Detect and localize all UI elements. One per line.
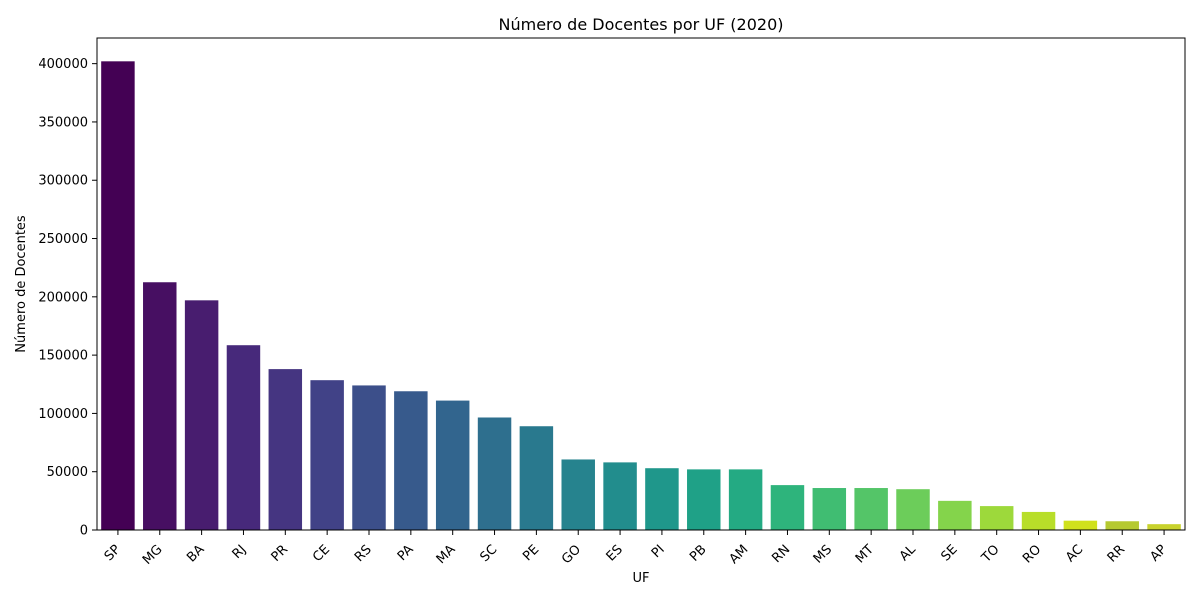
bar-rs — [352, 385, 386, 530]
x-axis: SP MG BA RJ PR CE RS PA MA SC PE GO ES PI PB AM RN MS MT AL… — [102, 530, 1170, 568]
x-tick-label: RN — [769, 542, 793, 566]
x-tick-label: AP — [1147, 542, 1170, 565]
x-tick-label: MA — [434, 542, 459, 567]
x-tick-label: AL — [897, 542, 920, 565]
y-tick-label: 300000 — [38, 174, 88, 189]
x-tick-label: CE — [310, 542, 333, 565]
bar-pr — [268, 369, 303, 530]
bar-rr — [1105, 521, 1139, 530]
y-tick-label: 0 — [80, 524, 88, 539]
bar-pi — [645, 468, 679, 530]
bar-ap — [1147, 524, 1181, 530]
y-axis: 0 50000 100000 150000 200000 250000 300000 3500… — [38, 57, 97, 539]
x-tick-label: RS — [352, 542, 375, 565]
bar-ba — [184, 300, 219, 530]
bar-pe — [519, 426, 554, 530]
x-tick-label: PB — [687, 542, 709, 564]
bar-ro — [1021, 511, 1056, 530]
x-tick-label: MG — [140, 542, 166, 568]
bar-pa — [394, 391, 428, 530]
x-tick-label: RJ — [230, 542, 250, 562]
y-tick-label: 150000 — [38, 349, 88, 364]
x-tick-label: SP — [102, 542, 124, 564]
bar-am — [728, 469, 763, 530]
bar-se — [938, 500, 972, 530]
chart-title: Número de Docentes por UF (2020) — [499, 15, 784, 34]
y-tick-label: 50000 — [47, 465, 88, 480]
bar-rn — [770, 485, 805, 530]
bar-ac — [1063, 520, 1098, 530]
x-tick-label: RO — [1020, 542, 1044, 566]
bar-mt — [854, 488, 888, 530]
x-tick-label: GO — [559, 542, 584, 567]
x-tick-label: PA — [395, 542, 417, 564]
bars-group — [101, 61, 1181, 530]
bar-rj — [226, 345, 261, 530]
x-tick-label: PI — [649, 542, 668, 561]
y-axis-label: Número de Docentes — [14, 215, 29, 353]
bar-ce — [310, 380, 344, 530]
x-axis-label: UF — [633, 571, 650, 586]
bar-es — [603, 462, 637, 530]
bar-al — [896, 489, 930, 530]
plot-frame — [96, 37, 1186, 531]
bar-pb — [687, 469, 721, 530]
bar-ms — [812, 488, 847, 530]
y-tick-label: 250000 — [38, 232, 88, 247]
x-tick-label: TO — [978, 542, 1002, 566]
bar-sp — [101, 61, 135, 530]
bar-mg — [143, 282, 177, 530]
y-tick-label: 400000 — [38, 57, 88, 72]
x-tick-label: AC — [1063, 542, 1086, 565]
x-tick-label: PR — [269, 542, 292, 565]
bar-to — [979, 506, 1014, 530]
x-tick-label: SE — [938, 542, 960, 564]
x-tick-label: ES — [604, 542, 626, 564]
x-tick-label: BA — [184, 542, 207, 565]
y-tick-label: 100000 — [38, 407, 88, 422]
x-tick-label: RR — [1105, 542, 1128, 565]
bar-go — [561, 459, 595, 530]
x-tick-label: AM — [727, 542, 752, 567]
x-tick-label: MT — [853, 542, 877, 566]
x-tick-label: SC — [477, 542, 500, 565]
bar-sc — [477, 417, 512, 530]
bar-ma — [435, 400, 470, 530]
y-tick-label: 200000 — [38, 290, 88, 305]
y-tick-label: 350000 — [38, 115, 88, 130]
x-tick-label: PE — [520, 542, 542, 564]
x-tick-label: MS — [811, 542, 835, 566]
